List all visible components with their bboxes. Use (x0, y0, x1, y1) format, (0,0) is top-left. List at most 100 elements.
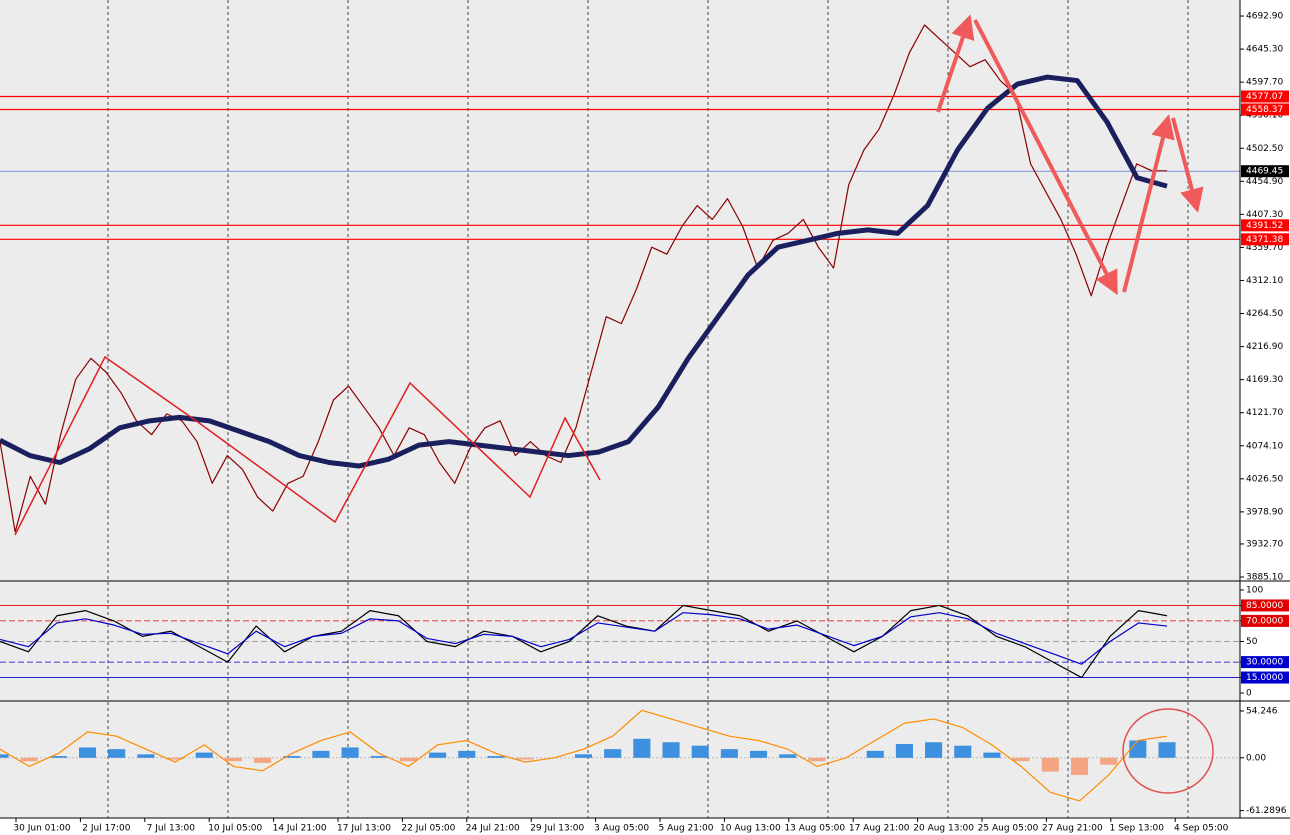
y-tick-label: 50 (1246, 637, 1258, 647)
histogram-bar (20, 757, 38, 762)
y-tick-label: 100 (1246, 586, 1263, 596)
level-label-box (1241, 165, 1289, 178)
histogram-bar (691, 745, 709, 758)
histogram-bar (458, 750, 476, 758)
level-label: 30.0000 (1246, 658, 1283, 668)
arrow (1122, 114, 1175, 293)
x-tick-label: 1 Sep 13:00 (1110, 824, 1165, 834)
arrow (936, 14, 975, 113)
histogram-bar (808, 757, 826, 762)
histogram-bar (399, 757, 417, 762)
histogram-bar (574, 754, 593, 758)
x-tick-label: 5 Aug 21:00 (659, 824, 714, 834)
histogram-bar (1012, 757, 1030, 762)
x-tick-label: 7 Jul 13:00 (147, 824, 196, 834)
histogram-bar (1158, 742, 1176, 758)
histogram-bar (78, 747, 97, 758)
level-label-box (1241, 599, 1289, 612)
zigzag (14, 355, 601, 536)
x-tick-label: 14 Jul 21:00 (273, 824, 327, 834)
histogram-bar (1041, 757, 1059, 772)
level-label-box (1241, 671, 1289, 684)
x-tick-label: 10 Aug 13:00 (720, 824, 781, 834)
level-label: 15.0000 (1246, 673, 1283, 683)
x-tick-label: 10 Jul 05:00 (208, 824, 262, 834)
histogram-bar (224, 757, 242, 762)
histogram-bar (137, 754, 155, 758)
level-label-box (1241, 656, 1289, 669)
histogram-bar (720, 749, 738, 758)
histogram-bar (312, 750, 330, 758)
y-tick-label: 4026.50 (1246, 474, 1283, 484)
histogram-bar (370, 756, 388, 758)
y-tick-label: 0.00 (1246, 753, 1266, 763)
histogram-bar (166, 757, 184, 760)
x-tick-label: 30 Jun 01:00 (13, 824, 70, 834)
series-line (0, 612, 1168, 665)
y-tick-label: 4169.30 (1246, 375, 1283, 385)
arrow (973, 19, 1118, 296)
histogram-bar (487, 756, 505, 758)
level-label: 85.0000 (1246, 601, 1283, 611)
histogram-bar (195, 752, 213, 758)
histogram-bar (283, 756, 301, 758)
y-tick-label: 4407.30 (1246, 210, 1283, 220)
x-tick-label: 27 Aug 21:00 (1042, 824, 1103, 834)
x-tick-label: 24 Jul 21:00 (466, 824, 520, 834)
arrow (1171, 117, 1204, 213)
histogram-bar (750, 750, 768, 758)
x-tick-label: 25 Aug 05:00 (978, 824, 1039, 834)
annotations (14, 14, 1214, 794)
x-tick-label: 2 Jul 17:00 (82, 824, 131, 834)
y-tick-label: 4264.50 (1246, 309, 1283, 319)
level-label: 4469.45 (1246, 167, 1283, 177)
histogram-bar (1070, 757, 1089, 776)
histogram-bar (49, 756, 67, 758)
y-tick-label: -61.2896 (1246, 806, 1287, 816)
histogram-bar (341, 747, 359, 758)
y-tick-label: 0 (1246, 688, 1252, 698)
level-label-box (1241, 614, 1289, 627)
level-label-box (1241, 103, 1289, 116)
x-tick-label: 3 Aug 05:00 (594, 824, 649, 834)
y-tick-label: 4645.30 (1246, 45, 1283, 55)
x-tick-label: 17 Aug 21:00 (849, 824, 910, 834)
histogram-bar (633, 738, 651, 758)
level-label: 4558.37 (1246, 105, 1283, 115)
level-label: 4577.07 (1246, 92, 1283, 102)
x-tick-label: 20 Aug 13:00 (913, 824, 974, 834)
x-tick-label: 22 Jul 05:00 (401, 824, 455, 834)
y-tick-label: 3932.70 (1246, 539, 1283, 549)
x-tick-label: 17 Jul 13:00 (337, 824, 391, 834)
series-line (0, 24, 1167, 533)
plot-background (0, 0, 1240, 818)
histogram-bar (866, 750, 884, 758)
series-line (0, 709, 1168, 802)
histogram-bar (954, 745, 972, 758)
y-tick-label: 4359.70 (1246, 243, 1283, 253)
level-label: 4391.52 (1246, 221, 1283, 231)
y-tick-label: 4502.50 (1246, 144, 1283, 154)
y-tick-label: 4597.70 (1246, 78, 1283, 88)
histogram-bar (429, 752, 447, 758)
histogram-bar (254, 757, 272, 763)
histogram-bar (779, 754, 797, 758)
x-tick-label: 4 Sep 05:00 (1174, 824, 1229, 834)
y-tick-label: 4121.70 (1246, 408, 1283, 418)
y-tick-label: 3978.90 (1246, 507, 1283, 517)
y-tick-label: 4454.90 (1246, 177, 1283, 187)
series-line (0, 604, 1168, 679)
y-tick-label: 54.246 (1246, 706, 1278, 716)
x-tick-label: 29 Jul 13:00 (530, 824, 584, 834)
histogram-bar (604, 749, 622, 758)
level-label-box (1241, 219, 1289, 232)
histogram-bar (0, 754, 9, 758)
y-tick-label: 4550.10 (1246, 111, 1283, 121)
histogram-bar (516, 757, 534, 760)
y-tick-label: 4692.90 (1246, 12, 1283, 22)
level-label: 70.0000 (1246, 616, 1283, 626)
histogram-bar (925, 742, 943, 758)
histogram-bar (983, 752, 1001, 758)
level-label-box (1241, 233, 1289, 246)
